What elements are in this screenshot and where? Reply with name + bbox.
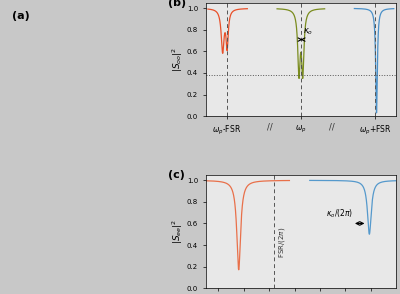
Text: (b): (b) xyxy=(168,0,186,9)
Text: FSR/(2$\pi$): FSR/(2$\pi$) xyxy=(277,227,287,258)
Text: $\kappa_o/(2\pi)$: $\kappa_o/(2\pi)$ xyxy=(326,208,354,220)
Text: (c): (c) xyxy=(168,171,184,181)
Text: (a): (a) xyxy=(12,11,29,21)
Text: //: // xyxy=(266,123,272,132)
Y-axis label: $|S_{oo}|^2$: $|S_{oo}|^2$ xyxy=(171,47,186,72)
Text: //: // xyxy=(329,123,335,132)
Text: $\kappa_o$: $\kappa_o$ xyxy=(303,27,313,37)
Y-axis label: $|S_{ee}|^2$: $|S_{ee}|^2$ xyxy=(171,219,186,244)
